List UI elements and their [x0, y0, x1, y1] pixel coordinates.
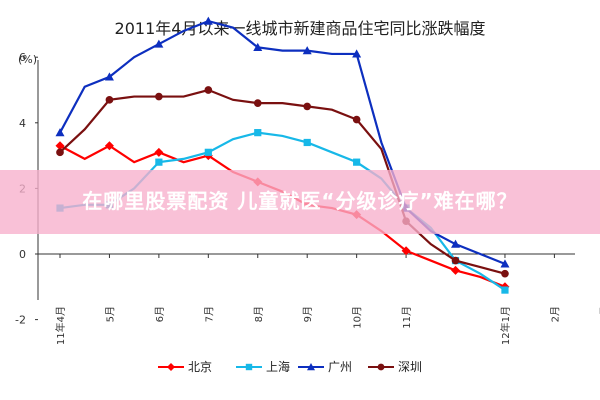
x-tick-label: 5月	[104, 306, 116, 322]
data-point	[451, 239, 461, 248]
data-point	[501, 286, 509, 294]
x-tick-label: 6月	[154, 306, 166, 322]
y-tick-label: 4	[19, 117, 26, 130]
x-tick-label: 7月	[203, 306, 215, 322]
y-tick-label: 0	[19, 248, 26, 261]
data-point	[302, 46, 312, 55]
data-point	[451, 256, 460, 265]
x-ticks: 11年4月 5月 6月 7月 8月 9月 10月 11月 12年1月 2月 3月	[54, 254, 600, 345]
legend-label: 上海	[266, 359, 290, 374]
data-point	[204, 148, 212, 156]
series-lines	[55, 16, 510, 294]
data-point	[55, 128, 65, 137]
x-tick-label: 11月	[401, 306, 413, 329]
data-point	[155, 158, 163, 166]
y-tick-label: -2	[15, 314, 26, 327]
x-tick-label: 12年1月	[499, 306, 512, 345]
legend: 北京 上海 广州 深圳	[158, 359, 422, 374]
y-unit-label: (%)	[18, 53, 37, 66]
data-point	[451, 265, 461, 275]
data-point	[352, 49, 362, 58]
legend-label: 深圳	[398, 360, 422, 374]
data-point	[154, 39, 164, 48]
data-point	[303, 138, 311, 147]
data-point	[253, 99, 262, 107]
legend-marker	[307, 363, 315, 371]
data-point	[155, 92, 163, 101]
data-point	[56, 148, 64, 157]
x-tick-label: 9月	[302, 306, 314, 322]
data-point	[204, 86, 213, 94]
data-point	[55, 141, 65, 151]
data-point	[253, 42, 263, 51]
x-tick-label: 8月	[253, 306, 265, 322]
legend-marker	[377, 363, 385, 371]
y-tick-label: 6	[19, 51, 26, 64]
y-ticks: -202468	[15, 51, 38, 327]
x-tick-label: 3月	[599, 306, 600, 322]
x-tick-label: 11年4月	[54, 306, 67, 345]
data-point	[303, 102, 312, 111]
legend-marker	[245, 363, 253, 371]
legend-marker	[167, 363, 175, 371]
data-point	[203, 16, 213, 25]
x-tick-label: 10月	[352, 306, 364, 329]
x-tick-label: 2月	[549, 306, 561, 322]
data-point	[105, 96, 114, 104]
data-point	[352, 115, 361, 124]
overlay-headline: 在哪里股票配资 儿童就医“分级诊疗”难在哪？	[82, 189, 518, 213]
data-point	[501, 269, 509, 278]
series-line	[59, 88, 506, 275]
data-point	[254, 129, 262, 137]
data-point	[353, 158, 361, 166]
chart-title: 2011年4月以来一线城市新建商品住宅同比涨跌幅度	[115, 19, 486, 38]
data-point	[104, 141, 114, 151]
data-point	[401, 246, 411, 256]
legend-label: 北京	[188, 360, 212, 374]
data-point	[500, 259, 510, 268]
legend-label: 广州	[328, 360, 352, 374]
overlay-banner	[0, 170, 600, 234]
data-point	[154, 147, 164, 157]
data-point	[104, 72, 114, 81]
